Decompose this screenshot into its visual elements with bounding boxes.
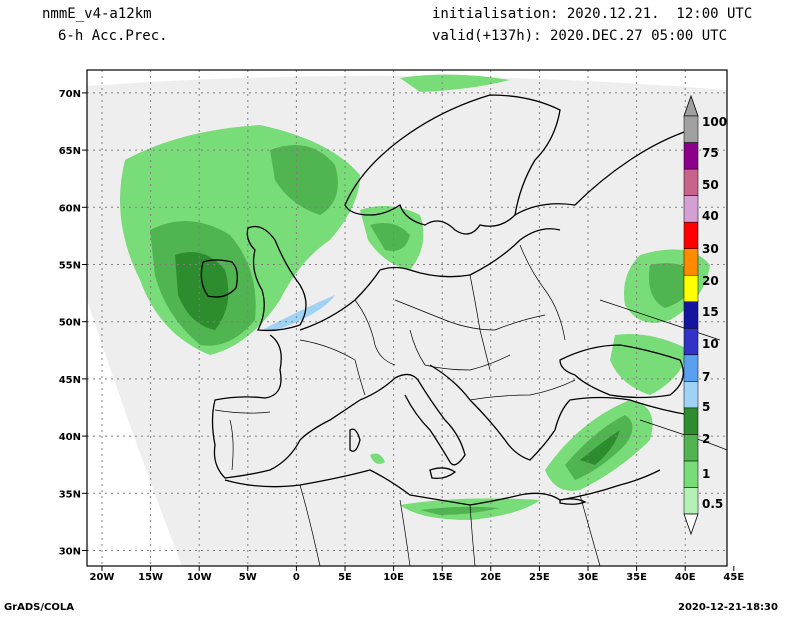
colorbar-label: 15 bbox=[702, 305, 719, 319]
lon-label: 35E bbox=[626, 572, 647, 583]
graticule bbox=[87, 70, 727, 566]
lat-label: 35N bbox=[59, 489, 81, 500]
colorbar-label: 30 bbox=[702, 242, 719, 256]
ireland bbox=[200, 259, 238, 298]
axis-ticks bbox=[82, 92, 735, 571]
finland-russia-coast bbox=[514, 129, 691, 216]
lon-label: 15W bbox=[138, 572, 163, 583]
lon-label: 30E bbox=[578, 572, 599, 583]
init-time: initialisation: 2020.12.21. 12:00 UTC bbox=[432, 6, 753, 22]
valid-time: valid(+137h): 2020.DEC.27 05:00 UTC bbox=[432, 28, 728, 44]
lat-label: 55N bbox=[59, 261, 81, 272]
lon-label: 10W bbox=[187, 572, 212, 583]
colorbar-segment bbox=[683, 221, 699, 249]
lon-label: 0 bbox=[293, 572, 300, 583]
lat-label: 30N bbox=[59, 547, 81, 558]
colorbar-segment bbox=[683, 328, 699, 356]
colorbar-label: 7 bbox=[702, 370, 710, 384]
lat-label: 45N bbox=[59, 375, 81, 386]
footer-right: 2020-12-21-18:30 bbox=[678, 602, 778, 613]
balkans-black-sea bbox=[429, 364, 691, 461]
colorbar-label: 75 bbox=[702, 146, 719, 160]
black-sea bbox=[559, 344, 684, 399]
sicily bbox=[429, 467, 457, 480]
lon-label: 5E bbox=[338, 572, 352, 583]
colorbar-segment bbox=[683, 195, 699, 223]
lon-label: 10E bbox=[383, 572, 404, 583]
colorbar: 0.5 1 2 5 7 10 15 20 30 40 50 75 100 bbox=[683, 94, 727, 536]
lat-label: 65N bbox=[59, 146, 81, 157]
axis-frame bbox=[86, 69, 728, 567]
lat-label: 70N bbox=[59, 89, 81, 100]
precip-north-sea bbox=[360, 206, 424, 270]
lon-label: 5W bbox=[239, 572, 257, 583]
colorbar-label: 5 bbox=[702, 400, 710, 414]
colorbar-segment bbox=[683, 142, 699, 170]
colorbar-label: 40 bbox=[702, 209, 719, 223]
lon-label: 25E bbox=[529, 572, 550, 583]
colorbar-segment bbox=[683, 168, 699, 196]
footer-left: GrADS/COLA bbox=[4, 602, 74, 613]
precip-turkey bbox=[545, 400, 653, 491]
colorbar-label: 0.5 bbox=[702, 497, 723, 511]
colorbar-label: 50 bbox=[702, 178, 719, 192]
colorbar-label: 1 bbox=[702, 467, 710, 481]
borders bbox=[214, 244, 728, 567]
lat-label: 60N bbox=[59, 203, 81, 214]
colorbar-segment bbox=[683, 487, 699, 515]
lat-label: 50N bbox=[59, 318, 81, 329]
colorbar-label: 2 bbox=[702, 432, 710, 446]
sardinia bbox=[349, 428, 361, 452]
colorbar-segment bbox=[683, 407, 699, 435]
iberia-france-coast bbox=[211, 334, 361, 479]
crete bbox=[559, 498, 587, 505]
italy bbox=[359, 373, 466, 466]
lon-label: 45E bbox=[723, 572, 744, 583]
colorbar-segment bbox=[683, 354, 699, 382]
lon-label: 20W bbox=[90, 572, 115, 583]
lon-label: 40E bbox=[675, 572, 696, 583]
colorbar-segment bbox=[683, 248, 699, 276]
colorbar-segment bbox=[683, 274, 699, 302]
colorbar-label: 20 bbox=[702, 274, 719, 288]
colorbar-segment bbox=[683, 115, 699, 143]
colorbar-label: 10 bbox=[702, 337, 719, 351]
latitude-labels: 30N 35N 40N 45N 50N 55N 60N 65N 70N bbox=[59, 89, 81, 558]
scandinavia bbox=[344, 94, 561, 235]
lat-label: 40N bbox=[59, 432, 81, 443]
colorbar-label: 100 bbox=[702, 115, 727, 129]
model-name: nmmE_v4-a12km bbox=[42, 6, 152, 22]
longitude-labels: 20W 15W 10W 5W 0 5E 10E 15E 20E 25E 30E 35E 40E 45E bbox=[90, 572, 745, 583]
colorbar-segment bbox=[683, 301, 699, 329]
north-africa-coast bbox=[224, 469, 661, 506]
colorbar-segment bbox=[683, 434, 699, 462]
colorbar-segment bbox=[683, 460, 699, 488]
colorbar-segment bbox=[683, 381, 699, 409]
field-name: 6-h Acc.Prec. bbox=[58, 28, 168, 44]
lon-label: 20E bbox=[480, 572, 501, 583]
lon-label: 15E bbox=[432, 572, 453, 583]
colorbar-bottom-arrow bbox=[683, 513, 699, 536]
great-britain bbox=[246, 225, 307, 332]
